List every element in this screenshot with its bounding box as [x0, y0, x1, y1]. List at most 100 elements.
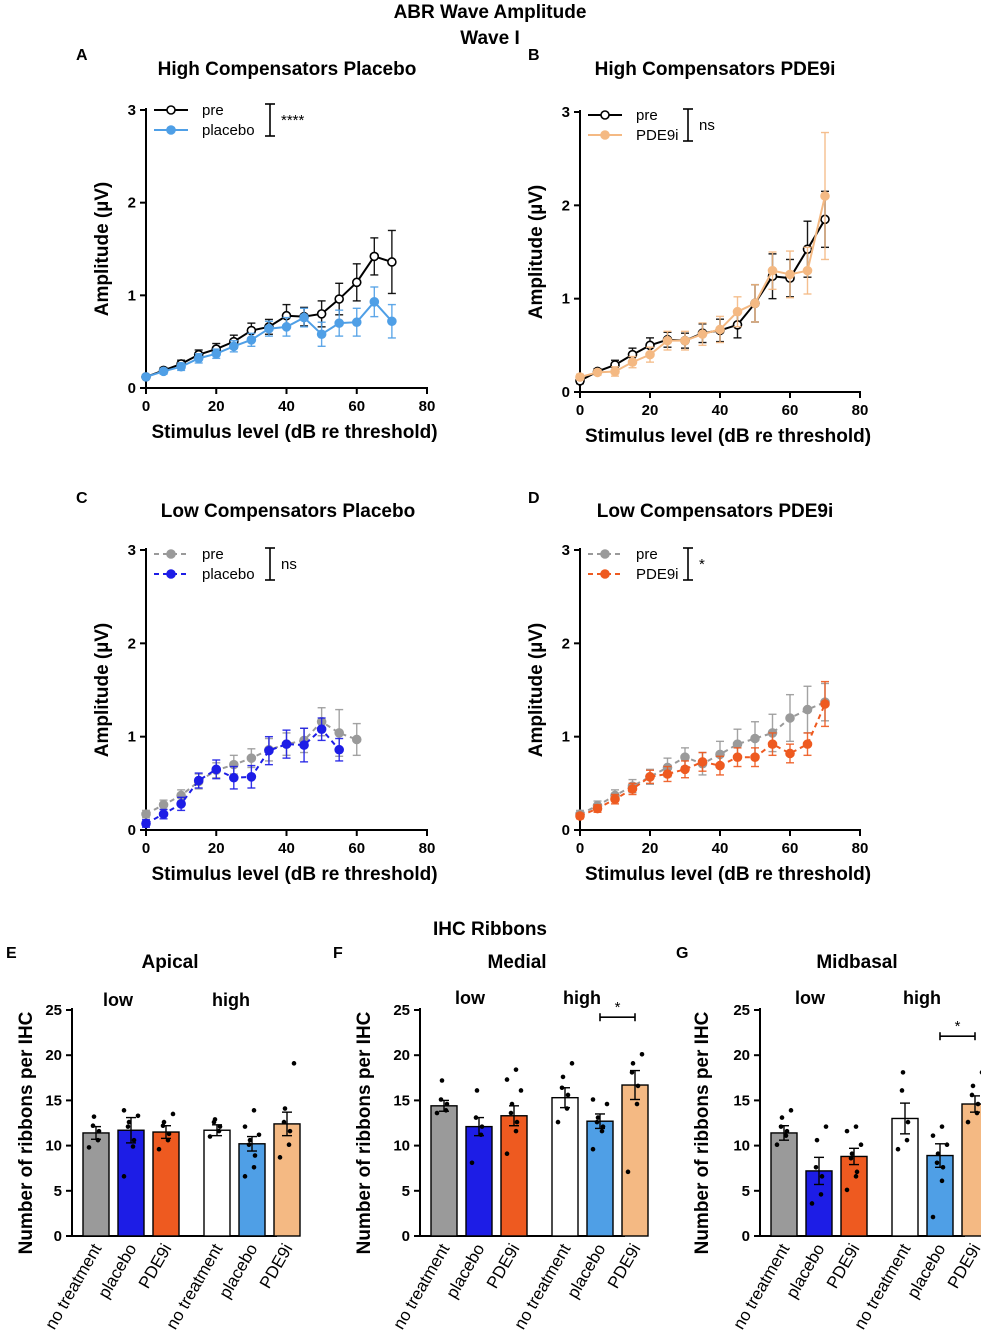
individual-point: [590, 1097, 596, 1102]
data-point: [680, 764, 690, 775]
individual-point: [286, 1142, 292, 1147]
individual-point: [848, 1155, 854, 1161]
individual-point: [975, 1101, 981, 1107]
data-point: [158, 809, 169, 819]
y-tick-label: 10: [733, 1138, 750, 1155]
individual-point: [853, 1174, 859, 1179]
individual-point: [291, 1061, 297, 1066]
y-tick-label: 25: [393, 1002, 410, 1019]
individual-point: [939, 1124, 945, 1129]
individual-point: [247, 1137, 253, 1143]
bar: [117, 1129, 145, 1237]
individual-point: [819, 1174, 825, 1179]
y-tick-label: 25: [45, 1002, 62, 1019]
data-point: [715, 324, 725, 335]
y-tick-label: 5: [54, 1183, 62, 1200]
y-axis-label: Number of ribbons per IHC: [354, 1011, 375, 1254]
bar: [551, 1096, 579, 1237]
y-axis-label: Amplitude (µV): [526, 623, 547, 757]
group-label: high: [563, 988, 601, 1008]
individual-point: [844, 1187, 850, 1193]
x-tick-label: 0: [142, 840, 150, 857]
individual-point: [504, 1151, 510, 1157]
panel-E: E Apical low high 0 5 10 15 20 25 Number of ribbon…: [6, 945, 301, 1333]
panel-G: G Midbasal low high 0 5 10 15 20 25 Number of ribb…: [676, 945, 981, 1333]
data-point: [193, 775, 204, 786]
individual-point: [513, 1128, 519, 1134]
individual-point: [96, 1128, 102, 1134]
bar: [465, 1125, 493, 1237]
individual-point: [277, 1155, 283, 1160]
y-tick-label: 2: [562, 635, 570, 652]
panel-C: C Low Compensators Placebo 0 20 40 60 80 0 1 2 3 St…: [76, 490, 438, 885]
y-tick-label: 1: [128, 287, 136, 304]
data-point: [387, 257, 397, 267]
data-point: [193, 353, 204, 364]
y-tick-label: 2: [562, 197, 570, 214]
individual-point: [474, 1088, 480, 1093]
individual-point: [135, 1113, 141, 1119]
individual-point: [434, 1110, 440, 1116]
x-category-label: no treatment: [389, 1240, 453, 1332]
series-placebo: [141, 286, 397, 382]
legend-label: placebo: [202, 566, 255, 583]
data-point: [592, 803, 603, 814]
data-point: [211, 764, 222, 775]
individual-point: [905, 1119, 911, 1125]
individual-point: [91, 1114, 97, 1119]
data-point: [246, 771, 257, 782]
individual-point: [844, 1128, 850, 1134]
y-tick-label: 10: [393, 1138, 410, 1155]
individual-point: [251, 1108, 257, 1113]
data-point: [575, 372, 585, 382]
group-label: high: [212, 990, 250, 1010]
individual-point: [565, 1092, 571, 1098]
individual-point: [858, 1142, 864, 1147]
individual-point: [818, 1192, 824, 1197]
panel-letter: C: [76, 490, 88, 507]
bar: [203, 1129, 231, 1237]
data-point: [316, 309, 327, 319]
x-tick-label: 20: [642, 840, 659, 857]
data-point: [176, 799, 186, 809]
individual-point: [130, 1144, 136, 1149]
data-point: [158, 799, 169, 810]
y-tick-label: 2: [128, 635, 136, 652]
panel-letter: A: [76, 47, 88, 64]
individual-point: [281, 1119, 287, 1125]
individual-point: [439, 1078, 445, 1083]
group-label: low: [455, 988, 486, 1008]
individual-point: [166, 1131, 172, 1137]
individual-point: [469, 1160, 475, 1166]
data-point: [732, 752, 743, 763]
series-placebo: [141, 717, 344, 829]
individual-point: [900, 1070, 906, 1075]
panel-letter: D: [528, 490, 540, 507]
data-point: [141, 372, 151, 382]
bar: [770, 1132, 798, 1237]
individual-point: [90, 1123, 96, 1129]
legend-swatch-marker: [600, 549, 610, 559]
x-tick-label: 0: [576, 402, 584, 419]
individual-point: [629, 1070, 635, 1075]
individual-point: [478, 1132, 484, 1138]
data-point: [820, 191, 830, 201]
data-point: [697, 757, 708, 767]
y-tick-label: 0: [562, 384, 570, 401]
data-point: [715, 760, 725, 771]
data-point: [334, 318, 344, 328]
individual-point: [514, 1119, 520, 1125]
individual-point: [282, 1106, 288, 1111]
y-tick-label: 1: [562, 729, 570, 746]
data-point: [229, 772, 239, 783]
x-tick-label: 80: [419, 398, 436, 415]
individual-point: [131, 1137, 137, 1143]
individual-point: [246, 1142, 252, 1147]
individual-point: [625, 1169, 631, 1175]
individual-point: [594, 1119, 600, 1125]
data-point: [697, 329, 708, 339]
bar: [500, 1115, 528, 1237]
legend-swatch-marker: [600, 110, 610, 120]
